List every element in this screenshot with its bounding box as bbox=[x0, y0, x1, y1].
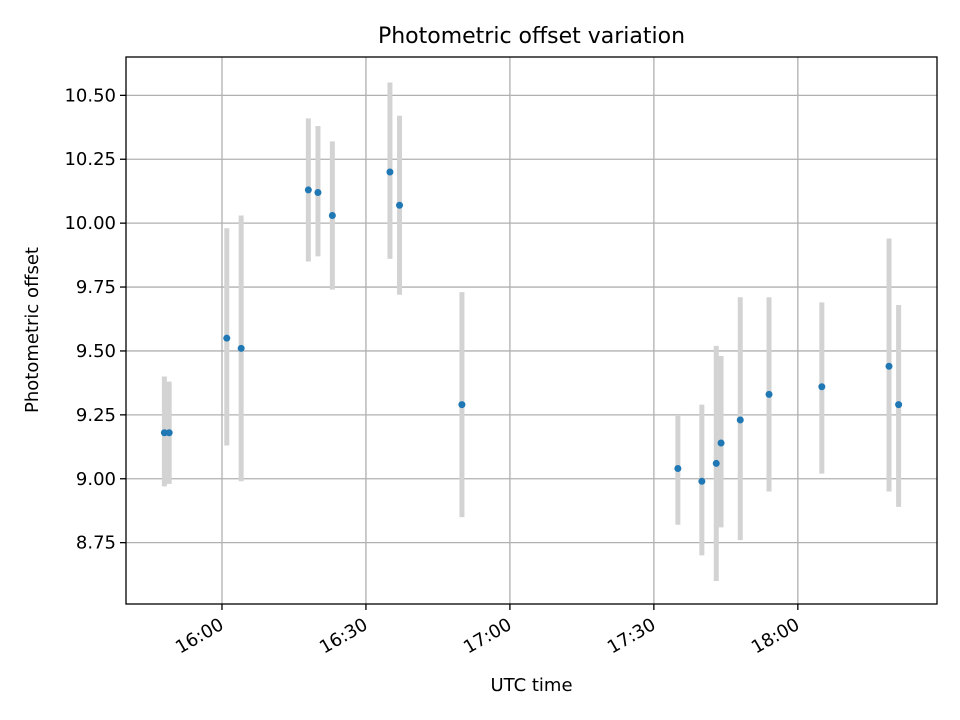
grid bbox=[126, 57, 937, 604]
data-point bbox=[160, 429, 168, 437]
data-point bbox=[736, 416, 744, 424]
data-point bbox=[396, 201, 404, 209]
y-axis-title: Photometric offset bbox=[22, 247, 43, 413]
data-point bbox=[674, 465, 682, 473]
y-tick-label: 9.50 bbox=[76, 341, 116, 362]
data-point bbox=[717, 439, 725, 447]
data-point bbox=[698, 477, 706, 485]
y-ticks: 8.75 9.00 9.25 9.50 9.75 10.00 10.25 10.50 bbox=[64, 85, 126, 554]
y-tick-label: 8.75 bbox=[76, 533, 116, 554]
y-tick-label: 9.75 bbox=[76, 277, 116, 298]
data-point bbox=[895, 401, 903, 409]
data-point bbox=[223, 334, 231, 342]
y-tick-label: 9.00 bbox=[76, 469, 116, 490]
data-point bbox=[765, 390, 773, 398]
y-tick-label: 10.25 bbox=[64, 149, 116, 170]
y-tick-label: 9.25 bbox=[76, 405, 116, 426]
y-tick-label: 10.00 bbox=[64, 213, 116, 234]
data-points bbox=[160, 168, 903, 485]
data-point bbox=[818, 383, 826, 391]
data-point bbox=[328, 211, 336, 219]
data-point bbox=[165, 429, 173, 437]
data-point bbox=[458, 401, 466, 409]
x-axis-title: UTC time bbox=[490, 675, 572, 696]
data-point bbox=[386, 168, 394, 176]
data-point bbox=[304, 186, 312, 194]
y-tick-label: 10.50 bbox=[64, 85, 116, 106]
data-point bbox=[712, 459, 720, 467]
data-point bbox=[885, 362, 893, 370]
data-point bbox=[237, 344, 245, 352]
chart-title: Photometric offset variation bbox=[378, 24, 685, 49]
data-point bbox=[314, 188, 322, 196]
plot-frame bbox=[125, 56, 938, 605]
